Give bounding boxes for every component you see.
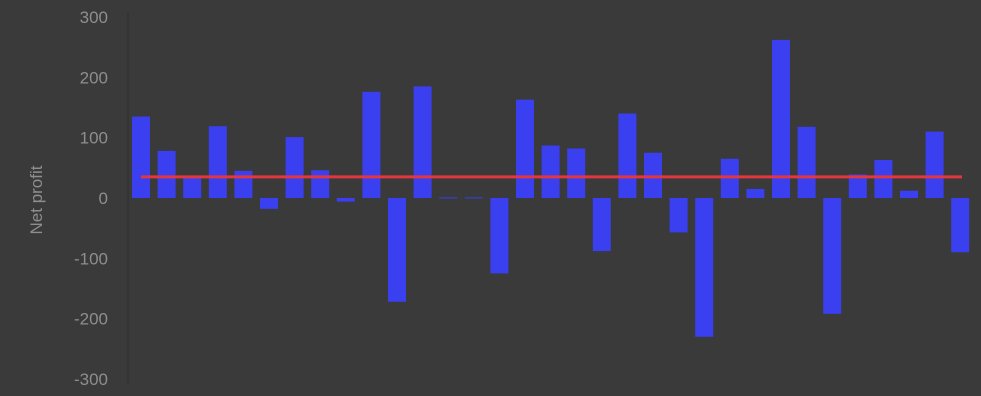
y-tick-label: -100	[74, 249, 108, 268]
bar	[541, 145, 560, 198]
bar	[823, 198, 842, 314]
y-tick-label: 300	[80, 8, 108, 27]
bar	[516, 99, 534, 198]
bar	[567, 148, 586, 198]
bar	[874, 159, 893, 198]
bar	[234, 170, 253, 198]
bar	[490, 198, 509, 274]
y-tick-label: -300	[74, 370, 108, 389]
bar	[157, 150, 176, 198]
bar	[925, 131, 944, 198]
bar-series	[132, 39, 970, 337]
bar	[618, 113, 637, 198]
bar	[132, 116, 150, 198]
bar	[439, 197, 458, 199]
bar	[183, 175, 202, 198]
bar	[746, 188, 765, 198]
bar	[388, 198, 406, 302]
bar	[208, 126, 227, 198]
bar	[772, 39, 790, 198]
y-tick-label: 100	[80, 129, 108, 148]
y-ticks: 300 200 100 0 -100 -200 -300	[74, 8, 108, 389]
bar	[720, 158, 739, 198]
y-tick-label: 0	[99, 189, 108, 208]
bar	[848, 174, 867, 198]
bar	[285, 137, 304, 198]
bar	[260, 198, 278, 209]
bar	[669, 198, 688, 233]
bar	[464, 197, 483, 199]
bar	[336, 198, 355, 202]
bar	[644, 152, 662, 198]
bar	[797, 126, 816, 198]
bar	[695, 198, 714, 337]
y-axis-label: Net profit	[27, 165, 46, 234]
y-tick-label: -200	[74, 310, 108, 329]
bar	[900, 190, 918, 198]
bar	[951, 198, 970, 253]
y-tick-label: 200	[80, 68, 108, 87]
bar	[592, 198, 611, 252]
bar	[362, 91, 381, 198]
bar	[413, 86, 432, 198]
bar	[311, 170, 330, 198]
